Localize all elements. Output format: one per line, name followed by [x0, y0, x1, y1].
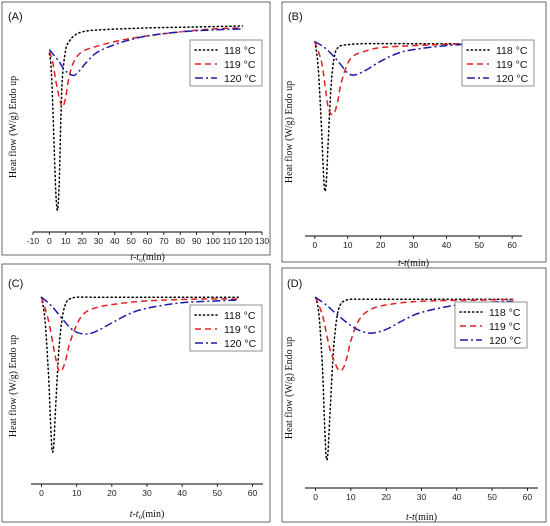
- x-tick-label: 60: [248, 488, 258, 498]
- x-axis-label: t-t(min): [406, 512, 437, 523]
- series-line-3: [314, 41, 509, 76]
- x-tick-label: 50: [126, 236, 136, 246]
- x-tick-label: 30: [417, 492, 427, 502]
- x-tick-label: 110: [223, 236, 237, 246]
- series-line-1: [314, 296, 515, 461]
- x-tick-label: 130: [255, 236, 269, 246]
- x-tick-label: 10: [343, 240, 353, 250]
- series-line-3: [41, 296, 239, 335]
- x-axis-label: t-to(min): [130, 252, 165, 264]
- x-tick-label: 20: [381, 492, 391, 502]
- y-axis-label: Heat flow (W/g) Endo up: [8, 335, 19, 437]
- legend-entry: 118 °C: [224, 310, 256, 322]
- series-line-1: [48, 25, 244, 212]
- legend-entry: 120 °C: [224, 73, 257, 85]
- x-tick-label: 40: [177, 488, 187, 498]
- x-tick-label: 20: [376, 240, 386, 250]
- y-axis-label: Heat flow (W/g) Endo up: [8, 76, 19, 178]
- x-tick-label: 80: [175, 236, 185, 246]
- chart-panel-2: 0 10 20 30 40 50 60 (B) Heat flow (W/g) Endo up t…: [281, 1, 547, 269]
- legend-entry: 118 °C: [224, 45, 256, 57]
- x-tick-label: 0: [312, 240, 317, 250]
- x-tick-label: 60: [523, 492, 533, 502]
- y-axis-label: Heat flow (W/g) Endo up: [284, 337, 295, 439]
- x-tick-label: 40: [442, 240, 452, 250]
- legend-entry: 120 °C: [496, 73, 529, 85]
- x-tick-label: 10: [72, 488, 82, 498]
- x-tick-label: 70: [159, 236, 169, 246]
- series-line-2: [314, 297, 514, 372]
- x-tick-label: -10: [27, 236, 40, 246]
- series-line-1: [314, 40, 510, 193]
- x-tick-label: 50: [475, 240, 485, 250]
- legend-entry: 119 °C: [224, 324, 256, 336]
- panel-frame: [1, 263, 271, 523]
- x-tick-label: 0: [47, 236, 52, 246]
- x-axis-label: t-to(min): [130, 509, 165, 521]
- x-tick-label: 10: [61, 236, 71, 246]
- panel-frame: [1, 1, 271, 256]
- chart-panel-3: 0 10 20 30 40 50 60 (C) Heat flow (W/g) Endo up t…: [1, 263, 271, 523]
- x-tick-label: 100: [206, 236, 220, 246]
- panel-frame: [281, 1, 547, 263]
- x-tick-label: 90: [192, 236, 202, 246]
- x-tick-label: 10: [346, 492, 356, 502]
- x-tick-label: 60: [143, 236, 153, 246]
- chart-panel-1: -10 0 10 20 30 40 50 60 70 80 90 100 110 120 130 (A) Hea…: [1, 1, 271, 264]
- panel-label: (C): [8, 278, 23, 290]
- x-tick-label: 30: [142, 488, 152, 498]
- x-tick-label: 50: [487, 492, 497, 502]
- panel-label: (D): [287, 278, 302, 290]
- legend-entry: 119 °C: [489, 321, 521, 333]
- legend-entry: 120 °C: [224, 338, 257, 350]
- panel-frame: [281, 267, 547, 523]
- legend-entry: 118 °C: [496, 45, 528, 57]
- x-tick-label: 40: [110, 236, 120, 246]
- x-tick-label: 30: [94, 236, 104, 246]
- panel-label: (A): [8, 11, 23, 23]
- x-tick-label: 30: [409, 240, 419, 250]
- series-line-2: [40, 296, 239, 373]
- y-axis-label: Heat flow (W/g) Endo up: [284, 81, 295, 183]
- legend-entry: 120 °C: [489, 335, 522, 347]
- x-axis-label: t-t(min): [398, 258, 429, 269]
- x-tick-label: 40: [452, 492, 462, 502]
- x-tick-label: 50: [213, 488, 223, 498]
- legend-entry: 119 °C: [224, 59, 256, 71]
- legend-entry: 118 °C: [489, 307, 521, 319]
- series-line-3: [48, 28, 243, 77]
- x-tick-label: 20: [77, 236, 87, 246]
- x-tick-label: 0: [313, 492, 318, 502]
- legend-entry: 119 °C: [496, 59, 528, 71]
- series-line-1: [40, 296, 240, 453]
- chart-panel-4: 0 10 20 30 40 50 60 (D) Heat flow (W/g) Endo up t…: [281, 267, 547, 523]
- x-tick-label: 20: [107, 488, 117, 498]
- x-tick-label: 60: [507, 240, 517, 250]
- panel-label: (B): [288, 11, 303, 23]
- x-tick-label: 0: [39, 488, 44, 498]
- series-line-2: [48, 27, 243, 108]
- x-tick-label: 120: [239, 236, 253, 246]
